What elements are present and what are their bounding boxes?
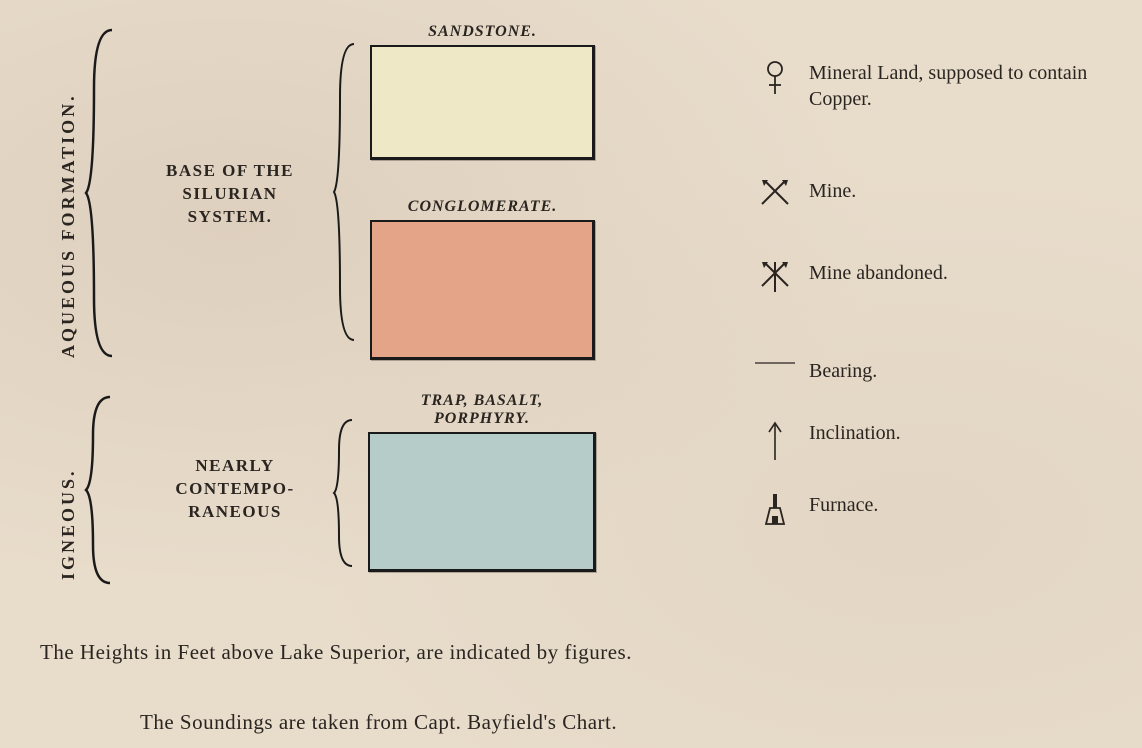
swatch-trap-basalt-label: TRAP, BASALT, PORPHYRY.	[368, 392, 596, 428]
swatch-sandstone: SANDSTONE.	[370, 23, 595, 160]
swatch-conglomerate-box	[370, 220, 595, 360]
igneous-vertical-label: IGNEOUS.	[58, 410, 79, 580]
symbol-mineral-land: Mineral Land, supposed to contain Copper…	[755, 60, 1129, 112]
igneous-group-label: NEARLY CONTEMPO- RANEOUS	[145, 455, 325, 524]
furnace-icon	[755, 492, 795, 526]
legend-container: AQUEOUS FORMATION. BASE OF THE SILURIAN …	[0, 0, 1142, 748]
aqueous-vertical-label: AQUEOUS FORMATION.	[58, 28, 79, 358]
symbol-furnace: Furnace.	[755, 492, 878, 526]
symbol-mineral-land-text: Mineral Land, supposed to contain Copper…	[809, 60, 1129, 112]
swatch-trap-basalt: TRAP, BASALT, PORPHYRY.	[368, 392, 596, 572]
aqueous-group-label: BASE OF THE SILURIAN SYSTEM.	[135, 160, 325, 229]
igneous-brace-small	[332, 418, 356, 568]
arrow-up-icon	[755, 420, 795, 460]
symbol-furnace-text: Furnace.	[809, 492, 878, 518]
aqueous-brace-small	[332, 42, 358, 342]
symbol-mine-text: Mine.	[809, 178, 856, 204]
symbol-mine: Mine.	[755, 178, 856, 208]
picks-x-icon	[755, 260, 795, 294]
symbol-mine-abandoned: Mine abandoned.	[755, 260, 948, 294]
symbol-mine-abandoned-text: Mine abandoned.	[809, 260, 948, 286]
bearing-line-icon	[755, 358, 795, 368]
note-soundings: The Soundings are taken from Capt. Bayfi…	[140, 710, 617, 735]
swatch-conglomerate: CONGLOMERATE.	[370, 198, 595, 360]
swatch-trap-basalt-box	[368, 432, 596, 572]
swatch-sandstone-box	[370, 45, 595, 160]
note-heights: The Heights in Feet above Lake Superior,…	[40, 640, 632, 665]
igneous-brace-large	[84, 395, 114, 585]
symbol-inclination-text: Inclination.	[809, 420, 901, 446]
swatch-sandstone-label: SANDSTONE.	[370, 23, 595, 41]
symbol-bearing: Bearing.	[755, 358, 877, 384]
aqueous-brace-large	[84, 28, 116, 358]
swatch-conglomerate-label: CONGLOMERATE.	[370, 198, 595, 216]
symbol-inclination: Inclination.	[755, 420, 901, 460]
picks-icon	[755, 178, 795, 208]
symbol-bearing-text: Bearing.	[809, 358, 877, 384]
venus-icon	[755, 60, 795, 96]
